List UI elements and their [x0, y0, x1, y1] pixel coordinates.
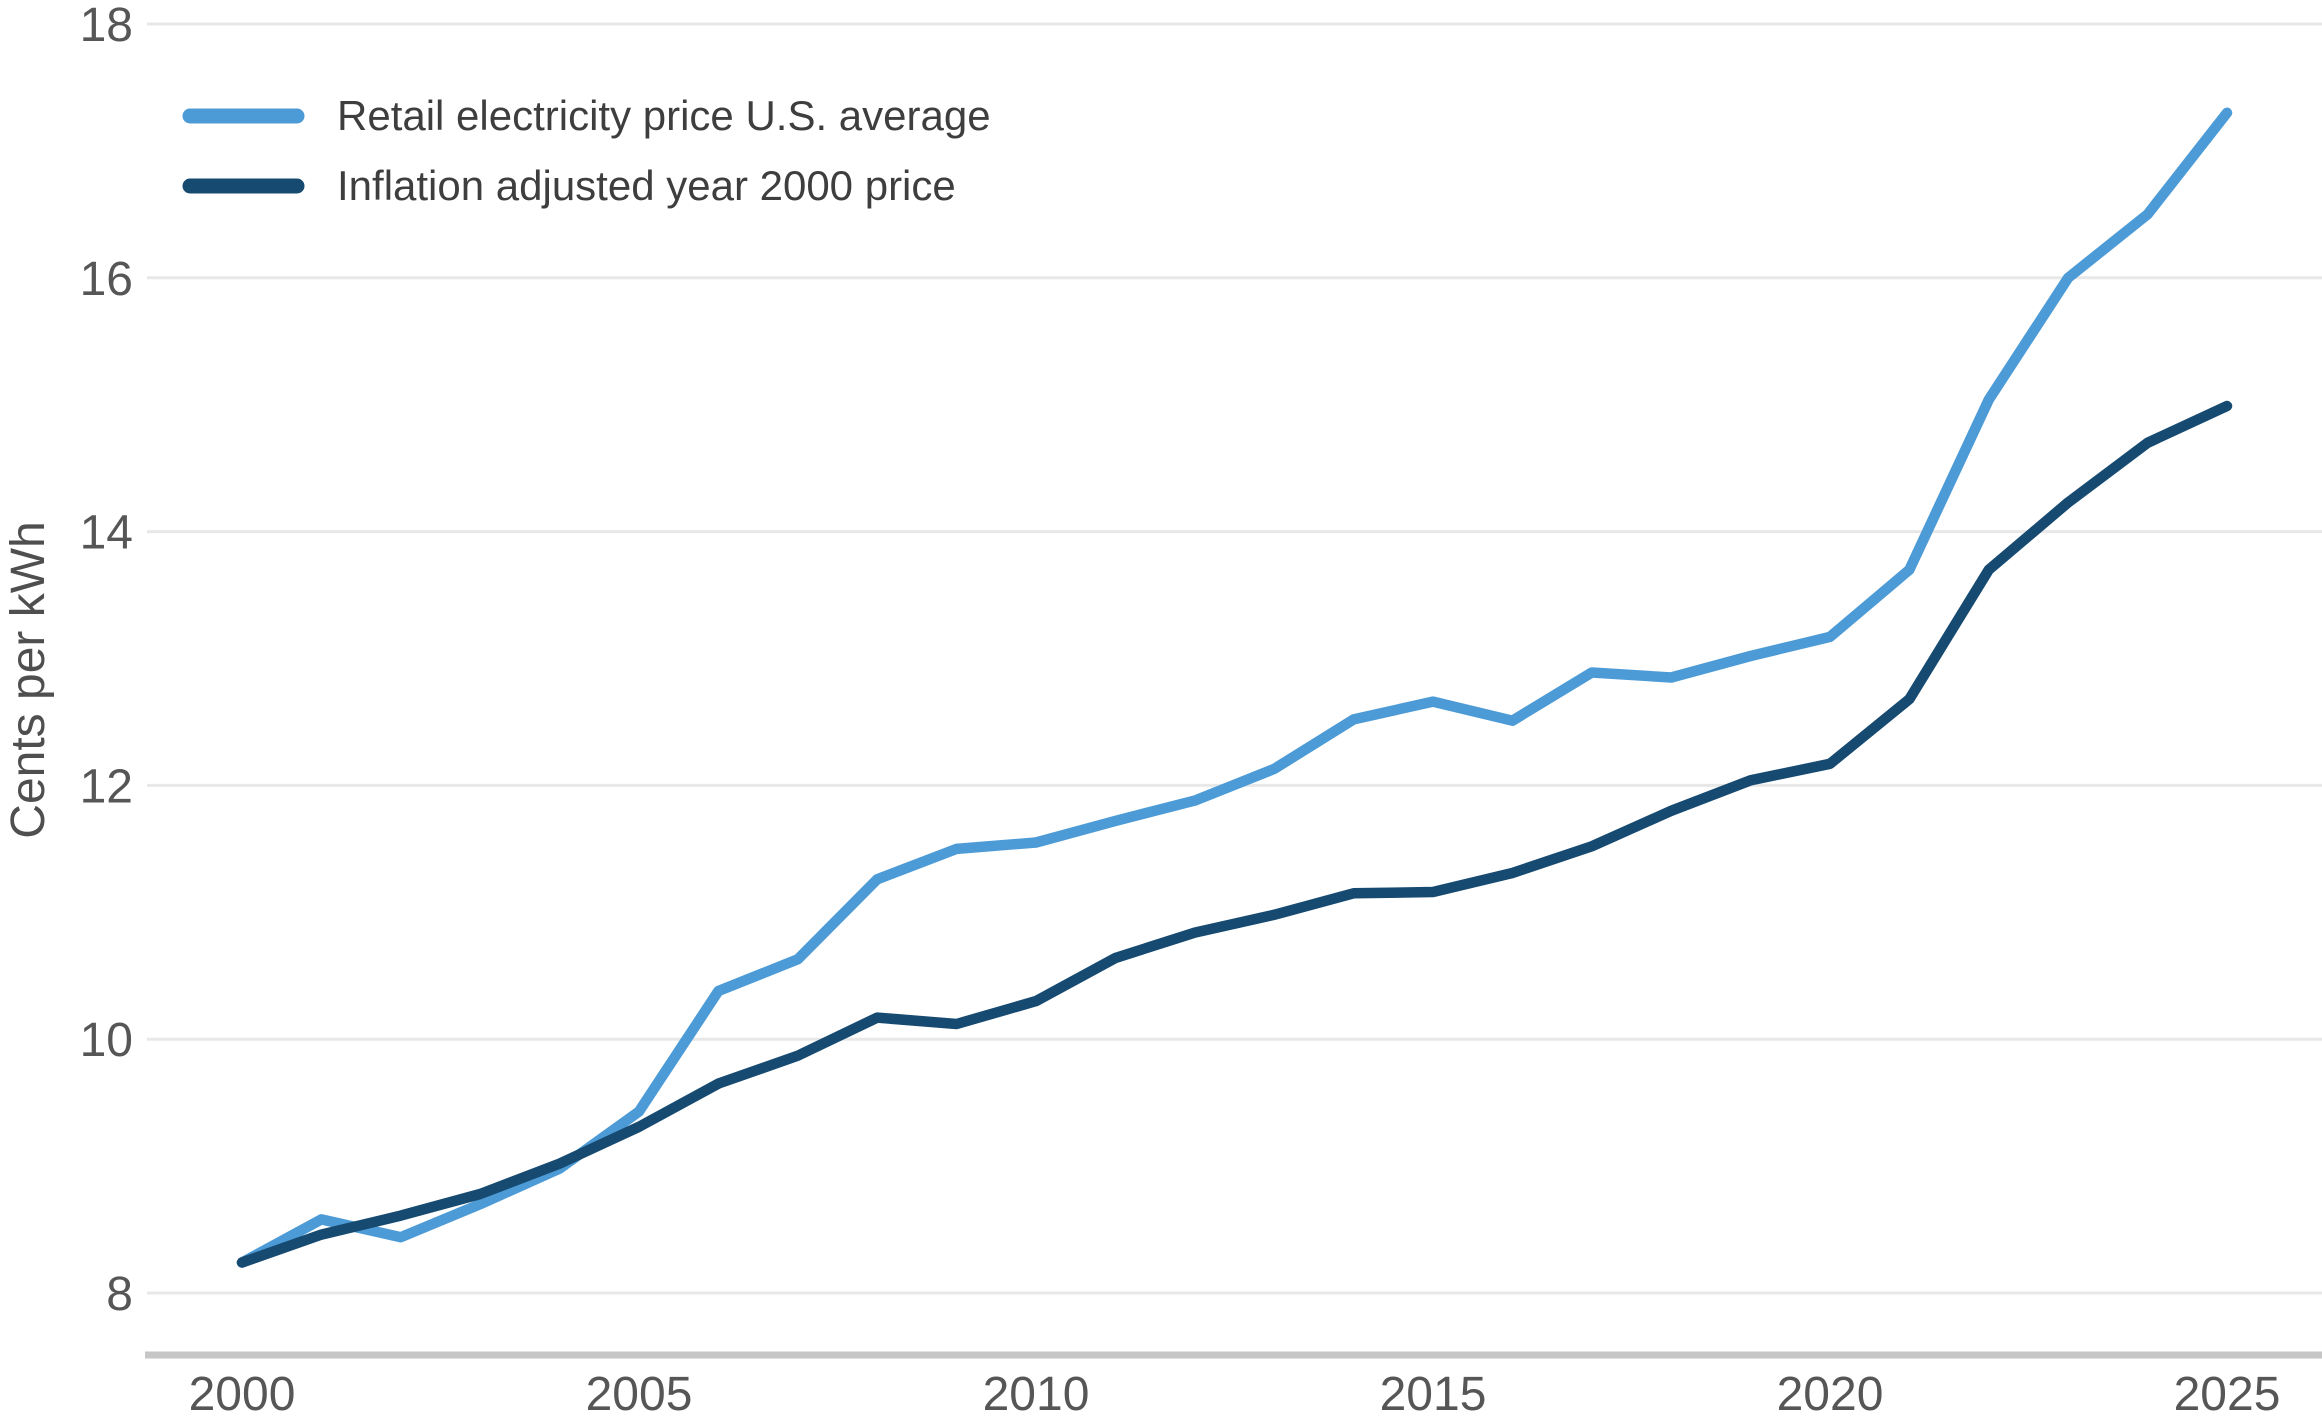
- x-tick-label-2005: 2005: [586, 1368, 693, 1421]
- y-axis-title: Cents per kWh: [2, 521, 55, 838]
- inflation-adjusted-line: [236, 400, 2233, 1268]
- y-tick-label-18: 18: [80, 0, 133, 52]
- y-tick-label-14: 14: [80, 507, 133, 560]
- y-axis-tick-labels: 8 10 12 14 16 18: [80, 0, 133, 1321]
- y-tick-label-16: 16: [80, 253, 133, 306]
- x-tick-label-2025: 2025: [2174, 1368, 2281, 1421]
- legend: Retail electricity price U.S. average In…: [182, 92, 991, 209]
- y-tick-label-10: 10: [80, 1014, 133, 1067]
- y-tick-label-8: 8: [106, 1268, 133, 1321]
- data-series: [236, 107, 2233, 1268]
- legend-label-retail-price: Retail electricity price U.S. average: [337, 92, 991, 139]
- x-axis-tick-labels: 2000 2005 2010 2015 2020 2025: [189, 1368, 2281, 1421]
- retail-price-line: [236, 107, 2233, 1268]
- x-tick-label-2015: 2015: [1380, 1368, 1487, 1421]
- legend-label-inflation-adjusted: Inflation adjusted year 2000 price: [337, 162, 956, 209]
- x-tick-label-2000: 2000: [189, 1368, 296, 1421]
- y-tick-label-12: 12: [80, 760, 133, 813]
- x-tick-label-2020: 2020: [1777, 1368, 1884, 1421]
- gridlines: [145, 22, 2322, 1359]
- x-tick-label-2010: 2010: [983, 1368, 1090, 1421]
